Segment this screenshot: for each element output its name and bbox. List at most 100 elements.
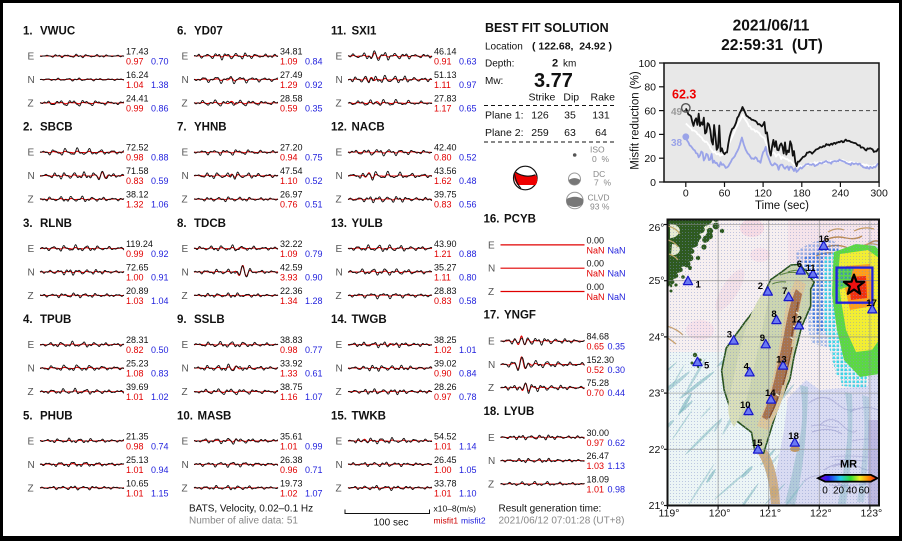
svg-text:1.62: 1.62 [434, 176, 452, 186]
svg-text:0.91: 0.91 [151, 272, 169, 282]
svg-text:1.10: 1.10 [280, 176, 298, 186]
svg-text:Plane 2:: Plane 2: [485, 127, 524, 139]
svg-text:51.13: 51.13 [434, 70, 457, 80]
svg-text:38: 38 [671, 138, 683, 149]
svg-text:2.: 2. [23, 122, 33, 134]
svg-text:1.08: 1.08 [126, 369, 144, 379]
svg-text:1.11: 1.11 [434, 272, 451, 282]
svg-text:Z: Z [182, 387, 188, 398]
svg-text:1.: 1. [23, 26, 33, 38]
svg-text:0.98: 0.98 [608, 484, 626, 494]
svg-text:34.81: 34.81 [280, 47, 303, 57]
svg-text:0.80: 0.80 [434, 153, 452, 163]
svg-text:27.83: 27.83 [434, 94, 457, 104]
svg-text:MR: MR [840, 459, 857, 471]
svg-text:NaN: NaN [608, 245, 626, 255]
svg-text:1.09: 1.09 [280, 249, 298, 259]
svg-text:Z: Z [336, 195, 342, 206]
svg-text:E: E [336, 148, 343, 159]
svg-text:CLVD: CLVD [588, 193, 610, 203]
svg-text:N: N [336, 364, 343, 375]
svg-text:72.52: 72.52 [126, 143, 149, 153]
svg-text:N: N [488, 360, 495, 371]
svg-text:26.45: 26.45 [434, 455, 457, 465]
svg-text:20: 20 [833, 486, 845, 497]
svg-text:0.94: 0.94 [151, 465, 169, 475]
svg-text:54.52: 54.52 [434, 431, 457, 441]
svg-text:80: 80 [644, 82, 656, 94]
svg-text:84.68: 84.68 [587, 332, 610, 342]
svg-text:NaN: NaN [587, 292, 605, 302]
svg-text:Z: Z [336, 99, 342, 110]
svg-text:N: N [182, 171, 189, 182]
svg-text:25°: 25° [649, 275, 665, 287]
svg-text:1.02: 1.02 [280, 488, 298, 498]
svg-text:Z: Z [182, 291, 188, 302]
svg-text:40: 40 [846, 486, 858, 497]
svg-text:0.83: 0.83 [434, 200, 452, 210]
svg-text:ISO: ISO [590, 145, 605, 155]
svg-text:100 sec: 100 sec [373, 518, 408, 529]
svg-text:42.59: 42.59 [280, 262, 303, 272]
svg-text:N: N [336, 460, 343, 471]
svg-text:3.77: 3.77 [534, 70, 573, 92]
svg-text:8.: 8. [177, 218, 187, 230]
svg-text:33.92: 33.92 [280, 359, 303, 369]
svg-text:39.75: 39.75 [434, 190, 457, 200]
svg-text:N: N [182, 364, 189, 375]
svg-text:Z: Z [336, 387, 342, 398]
svg-text:119°: 119° [659, 508, 680, 520]
svg-text:N: N [488, 264, 495, 275]
svg-text:12: 12 [792, 314, 803, 325]
svg-text:21°: 21° [649, 500, 665, 512]
svg-text:47.54: 47.54 [280, 166, 303, 176]
svg-text:4: 4 [744, 361, 750, 372]
svg-text:120°: 120° [709, 508, 731, 520]
svg-text:0.56: 0.56 [459, 200, 477, 210]
svg-text:1.15: 1.15 [151, 488, 169, 498]
svg-text:4.: 4. [23, 314, 33, 326]
svg-text:10: 10 [740, 400, 751, 411]
svg-text:0.76: 0.76 [280, 200, 298, 210]
svg-text:0.88: 0.88 [151, 153, 169, 163]
svg-text:24°: 24° [649, 331, 665, 343]
svg-text:0: 0 [650, 177, 656, 189]
svg-text:22°: 22° [649, 444, 665, 456]
svg-text:126: 126 [531, 110, 549, 122]
svg-text:Plane 1:: Plane 1: [485, 110, 524, 122]
svg-text:0.97: 0.97 [587, 438, 605, 448]
svg-text:0.83: 0.83 [126, 176, 144, 186]
svg-text:0.97: 0.97 [126, 57, 144, 67]
svg-text:38.25: 38.25 [434, 335, 457, 345]
svg-text:N: N [28, 364, 35, 375]
svg-text:Number of alive data: 51: Number of alive data: 51 [189, 516, 298, 527]
svg-text:NaN: NaN [608, 292, 626, 302]
svg-text:0.00: 0.00 [587, 259, 605, 269]
svg-text:SSLB: SSLB [194, 314, 225, 326]
svg-text:0.63: 0.63 [459, 57, 477, 67]
svg-text:0.83: 0.83 [434, 296, 452, 306]
svg-text:TWGB: TWGB [352, 314, 387, 326]
svg-text:0.59: 0.59 [151, 176, 169, 186]
svg-text:1.34: 1.34 [280, 296, 298, 306]
svg-text:0.35: 0.35 [305, 104, 323, 114]
svg-text:240: 240 [832, 188, 850, 200]
svg-text:0.88: 0.88 [459, 249, 477, 259]
svg-text:1.02: 1.02 [434, 345, 452, 355]
svg-text:0.94: 0.94 [280, 153, 298, 163]
svg-text:72.65: 72.65 [126, 262, 149, 272]
svg-text:38.75: 38.75 [280, 382, 303, 392]
svg-text:26°: 26° [649, 222, 665, 234]
svg-text:15: 15 [752, 438, 763, 449]
svg-text:Z: Z [488, 287, 494, 298]
svg-text:Location: Location [485, 42, 523, 53]
svg-text:E: E [336, 436, 343, 447]
svg-text:0.52: 0.52 [305, 176, 323, 186]
svg-text:Result generation time:: Result generation time: [499, 504, 602, 515]
svg-text:30.00: 30.00 [587, 428, 610, 438]
svg-text:1.14: 1.14 [459, 441, 477, 451]
svg-text:0.98: 0.98 [280, 345, 298, 355]
svg-text:VWUC: VWUC [40, 26, 75, 38]
svg-text:E: E [336, 244, 343, 255]
svg-text:64: 64 [595, 127, 607, 139]
